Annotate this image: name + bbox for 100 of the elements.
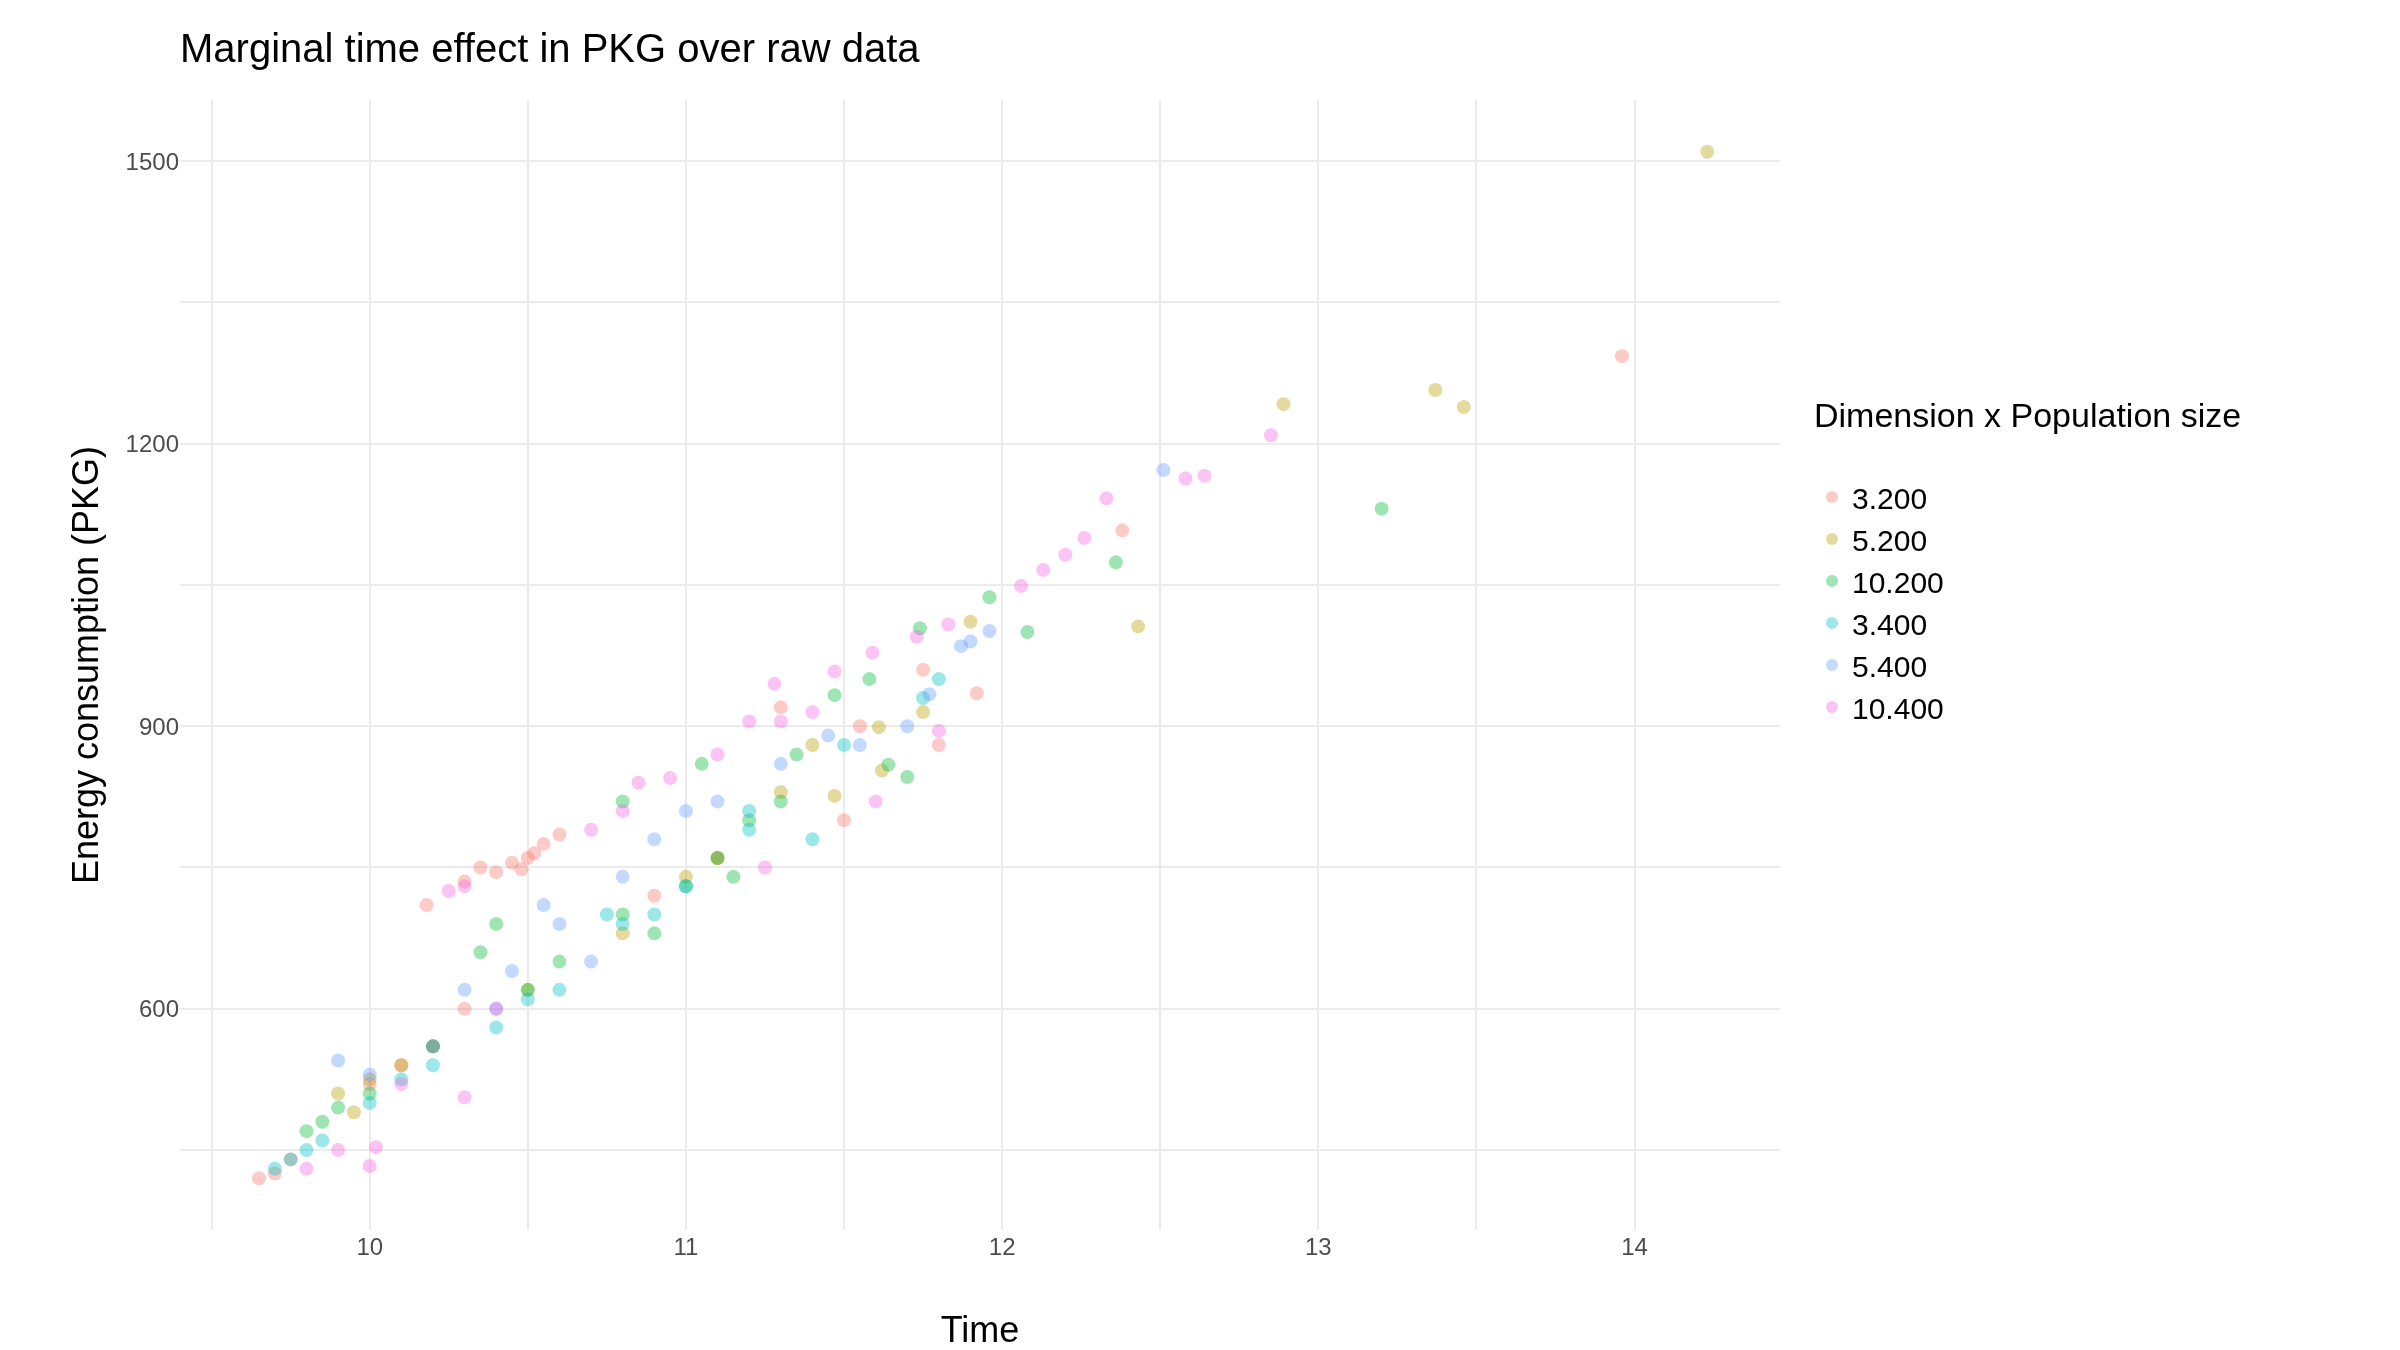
point bbox=[862, 672, 877, 687]
point bbox=[1614, 349, 1629, 364]
x-tick-label: 11 bbox=[673, 1233, 699, 1260]
legend-label: 10.200 bbox=[1852, 565, 1944, 599]
point bbox=[900, 770, 915, 785]
point bbox=[362, 1158, 377, 1173]
y-tick-label: 1200 bbox=[125, 430, 179, 458]
legend-title: Dimension x Population size bbox=[1814, 395, 2242, 434]
chart-title: Marginal time effect in PKG over raw data bbox=[180, 25, 921, 70]
point bbox=[805, 832, 820, 847]
point bbox=[299, 1161, 314, 1176]
point bbox=[615, 803, 630, 818]
point bbox=[369, 1140, 384, 1155]
point bbox=[1456, 399, 1471, 414]
y-tick-label: 1500 bbox=[125, 147, 179, 175]
x-axis-title: Time bbox=[940, 1309, 1020, 1350]
point bbox=[726, 869, 741, 884]
point bbox=[1197, 468, 1212, 483]
point bbox=[331, 1086, 346, 1101]
point bbox=[982, 590, 997, 605]
y-tick-label: 900 bbox=[138, 712, 179, 740]
point bbox=[767, 676, 782, 691]
x-tick-label: 12 bbox=[988, 1233, 1016, 1260]
point bbox=[773, 714, 788, 729]
point bbox=[552, 954, 567, 969]
y-tick-label: 600 bbox=[138, 995, 179, 1023]
point bbox=[1058, 547, 1073, 562]
point bbox=[1374, 501, 1389, 516]
point bbox=[931, 738, 946, 753]
x-tick-label: 10 bbox=[356, 1233, 384, 1260]
point bbox=[552, 916, 567, 931]
point bbox=[1108, 555, 1123, 570]
point bbox=[922, 687, 937, 702]
point bbox=[584, 822, 599, 837]
point bbox=[419, 898, 434, 913]
point bbox=[742, 714, 757, 729]
point bbox=[505, 964, 520, 979]
point bbox=[742, 822, 757, 837]
point bbox=[1099, 491, 1114, 506]
point bbox=[489, 916, 504, 931]
point bbox=[615, 916, 630, 931]
point bbox=[805, 738, 820, 753]
point bbox=[1700, 144, 1715, 159]
point bbox=[931, 672, 946, 687]
point bbox=[1131, 619, 1146, 634]
point bbox=[473, 945, 488, 960]
point bbox=[827, 788, 842, 803]
point bbox=[394, 1077, 409, 1092]
point bbox=[267, 1161, 282, 1176]
point bbox=[584, 954, 599, 969]
legend-label: 3.400 bbox=[1852, 607, 1928, 641]
point bbox=[346, 1105, 361, 1120]
point bbox=[489, 865, 504, 880]
point bbox=[805, 705, 820, 720]
point bbox=[1020, 625, 1035, 640]
point bbox=[710, 747, 725, 762]
point bbox=[909, 629, 924, 644]
point bbox=[827, 664, 842, 679]
point bbox=[663, 771, 678, 785]
point bbox=[441, 884, 456, 898]
point bbox=[299, 1142, 314, 1157]
legend-label: 5.200 bbox=[1852, 523, 1928, 557]
point bbox=[982, 624, 997, 639]
point bbox=[821, 728, 836, 743]
point bbox=[773, 756, 788, 771]
point bbox=[362, 1095, 377, 1110]
point bbox=[941, 617, 956, 632]
point bbox=[969, 686, 984, 701]
point bbox=[837, 813, 852, 828]
point bbox=[1156, 463, 1171, 478]
point bbox=[837, 738, 852, 753]
point bbox=[331, 1053, 346, 1068]
point bbox=[331, 1100, 346, 1115]
x-tick-label: 14 bbox=[1621, 1233, 1648, 1260]
point bbox=[457, 982, 472, 997]
point bbox=[599, 907, 614, 922]
point bbox=[1077, 530, 1092, 545]
point bbox=[514, 862, 529, 877]
point bbox=[315, 1114, 330, 1129]
point bbox=[520, 992, 535, 1007]
point bbox=[647, 926, 662, 941]
point bbox=[852, 719, 867, 734]
point bbox=[678, 803, 693, 818]
point bbox=[1014, 578, 1029, 593]
point bbox=[362, 1067, 377, 1082]
point bbox=[473, 860, 488, 875]
point bbox=[536, 898, 551, 913]
point bbox=[827, 688, 842, 703]
point bbox=[647, 832, 662, 847]
x-tick-label: 13 bbox=[1304, 1233, 1332, 1260]
point bbox=[881, 757, 896, 772]
point bbox=[631, 775, 646, 790]
point bbox=[963, 634, 978, 649]
legend-label: 10.400 bbox=[1852, 691, 1944, 725]
point bbox=[331, 1142, 346, 1157]
legend-label: 3.200 bbox=[1852, 481, 1928, 515]
point bbox=[916, 705, 931, 720]
point bbox=[900, 719, 915, 734]
point bbox=[425, 1058, 440, 1073]
point bbox=[757, 860, 772, 875]
